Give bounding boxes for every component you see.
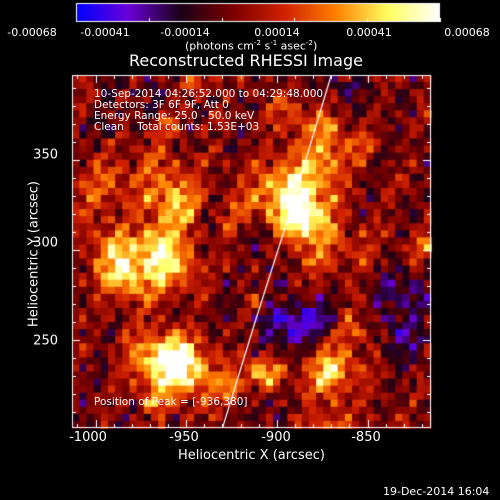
colorbar-units: (photons cm-2 s-1 asec-2) — [185, 40, 317, 52]
units-part: -2 — [253, 39, 261, 47]
colorbar-tick: 0.00014 — [254, 26, 300, 39]
annotation-clean-counts: Clean Total counts: 1.53E+03 — [94, 121, 260, 133]
y-axis-label: Heliocentric Y (arcsec) — [26, 181, 42, 327]
colorbar-tick: 0.00041 — [346, 26, 392, 39]
annotation-peak-position: Position of Peak = [-936,380] — [94, 396, 248, 408]
units-part: asec — [277, 39, 306, 53]
units-part: -2 — [305, 39, 313, 47]
units-part: ) — [312, 39, 318, 53]
x-tick-label: -850 — [351, 430, 381, 445]
chart-title: Reconstructed RHESSI Image — [129, 51, 363, 70]
x-axis-label: Heliocentric X (arcsec) — [178, 448, 325, 463]
colorbar-tick: -0.00041 — [80, 26, 130, 39]
units-part: -1 — [270, 39, 278, 47]
y-tick-label: 350 — [33, 147, 58, 163]
units-part: s — [260, 39, 271, 53]
colorbar-tick: 0.00068 — [444, 26, 490, 39]
units-part: (photons cm — [185, 39, 254, 53]
colorbar-tick: -0.00014 — [160, 26, 210, 39]
x-tick-label: -950 — [169, 430, 199, 445]
footer-timestamp: 19-Dec-2014 16:04 — [383, 485, 490, 498]
annotation-energy-range: Energy Range: 25.0 - 50.0 keV — [94, 110, 255, 122]
y-tick-label: 250 — [33, 333, 58, 349]
x-tick-label: -1000 — [69, 430, 107, 445]
annotation-detectors: Detectors: 3F 6F 9F, Att 0 — [94, 99, 229, 111]
colorbar-tick: -0.00068 — [7, 26, 57, 39]
annotation-time-range: 10-Sep-2014 04:26:52.000 to 04:29:48.000 — [94, 88, 324, 100]
y-tick-label: 300 — [33, 235, 58, 251]
x-tick-label: -900 — [261, 430, 291, 445]
